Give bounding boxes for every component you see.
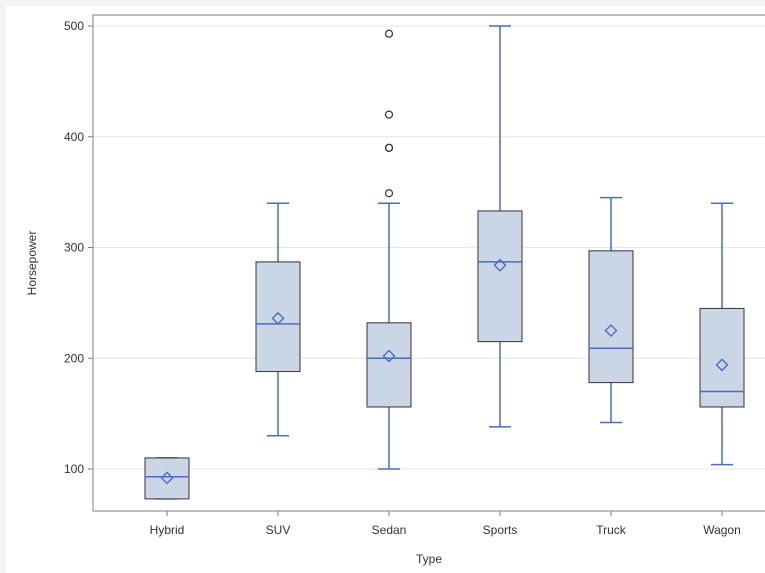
y-axis-ticks: 100 200 300 400 500 (64, 19, 93, 476)
mean-marker-suv (271, 311, 285, 325)
outlier-sedan-0 (384, 189, 394, 198)
box-group-hybrid (144, 457, 190, 500)
y-tick-label-100: 100 (64, 462, 84, 476)
mean-marker-truck (604, 324, 618, 338)
mean-marker-sports (493, 258, 507, 272)
boxes-layer (144, 25, 745, 500)
box-group-sports (477, 25, 523, 428)
y-tick-label-400: 400 (64, 130, 84, 144)
mean-marker-hybrid (160, 471, 174, 485)
mean-marker-sedan (382, 349, 396, 363)
x-tick-label-suv: SUV (266, 523, 291, 537)
y-tick-label-200: 200 (64, 351, 84, 365)
box-sports (477, 210, 523, 343)
box-group-suv (255, 202, 301, 437)
x-tick-label-hybrid: Hybrid (150, 523, 185, 537)
outlier-sedan-4 (384, 29, 394, 38)
box-group-wagon (699, 202, 745, 466)
mean-marker-wagon (715, 358, 729, 372)
box-plot-chart: 100 200 300 400 500 Hybrid SUV Sedan Sports Truc… (25, 14, 765, 566)
grid-layer (93, 25, 765, 470)
y-tick-label-500: 500 (64, 19, 84, 33)
x-axis-ticks: Hybrid SUV Sedan Sports Truck Wagon (150, 511, 741, 537)
box-group-truck (588, 196, 634, 424)
outlier-sedan-2 (384, 143, 394, 152)
plot-frame (92, 14, 765, 512)
box-truck (588, 250, 634, 384)
x-tick-label-wagon: Wagon (703, 523, 741, 537)
box-sedan (366, 322, 412, 408)
x-tick-label-truck: Truck (596, 523, 627, 537)
outlier-sedan-3 (384, 110, 394, 119)
x-axis-title: Type (416, 552, 442, 566)
x-tick-label-sedan: Sedan (372, 523, 407, 537)
y-axis-title: Horsepower (25, 231, 39, 296)
box-hybrid (144, 457, 190, 500)
x-tick-label-sports: Sports (483, 523, 518, 537)
box-wagon (699, 307, 745, 408)
chart-container: 100 200 300 400 500 Hybrid SUV Sedan Sports Truc… (6, 6, 765, 573)
y-tick-label-300: 300 (64, 241, 84, 255)
box-group-sedan (366, 29, 412, 470)
box-suv (255, 261, 301, 373)
